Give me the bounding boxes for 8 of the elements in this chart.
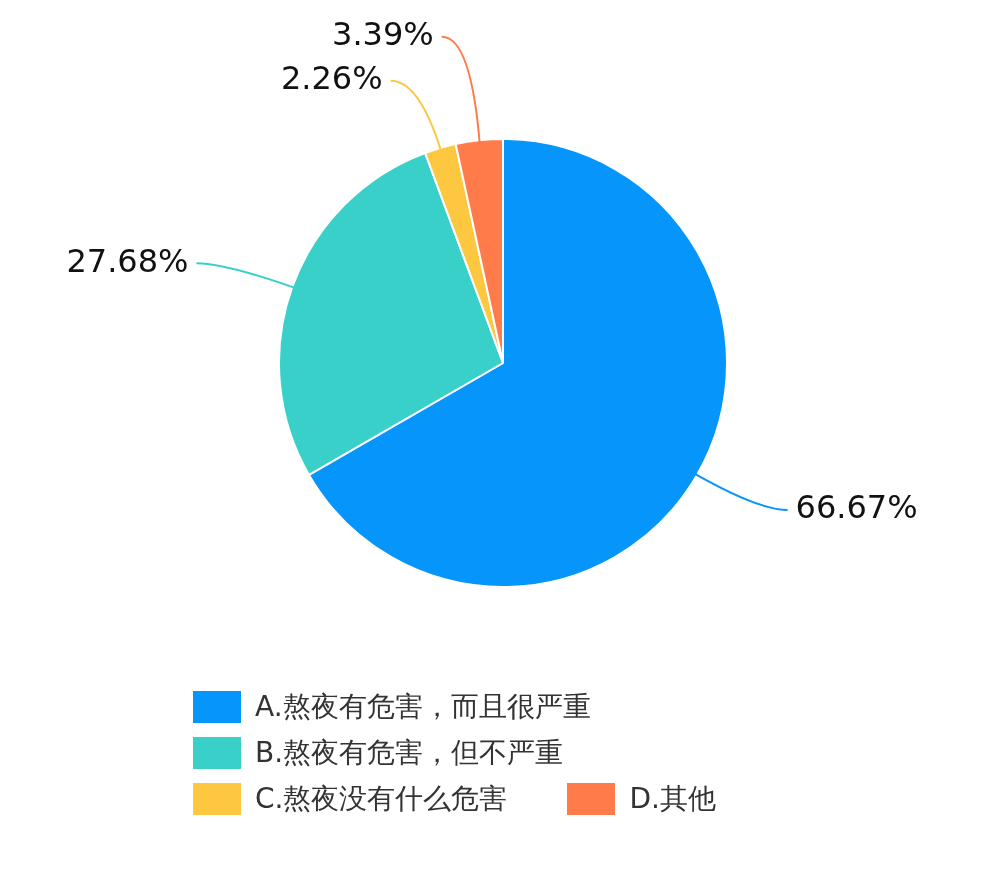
legend-label: D.其他 [629,781,716,817]
data-label: 27.68% [66,241,189,280]
data-label: 3.39% [332,15,434,54]
data-label: 66.67% [795,488,918,527]
legend-label: B.熬夜有危害，但不严重 [255,735,564,771]
legend-label: C.熬夜没有什么危害 [255,781,508,817]
legend-label: A.熬夜有危害，而且很严重 [255,689,591,725]
data-label: 2.26% [280,59,383,98]
